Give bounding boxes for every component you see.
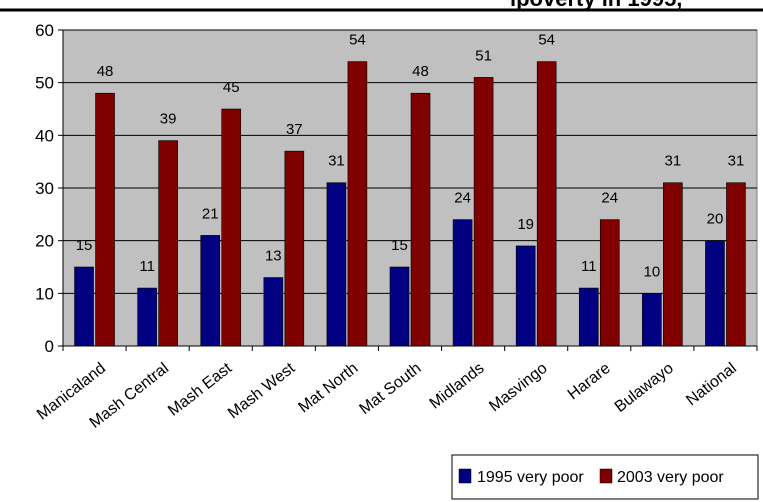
- data-label: 54: [349, 32, 366, 49]
- bar-1995: [326, 182, 347, 347]
- y-tick-label: 10: [35, 284, 54, 303]
- x-axis: [62, 345, 758, 351]
- category-label: Mash East: [165, 359, 235, 419]
- legend: 1995 very poor 2003 very poor: [451, 454, 759, 500]
- y-tick-label: 30: [35, 179, 54, 198]
- data-label: 11: [581, 258, 597, 275]
- category-label: National: [683, 360, 740, 410]
- data-label: 39: [160, 111, 177, 128]
- data-label: 15: [76, 237, 93, 254]
- data-label: 24: [601, 190, 618, 207]
- category-label: Masvingo: [486, 360, 551, 416]
- category-label: Mat South: [357, 360, 425, 418]
- bar-1995: [452, 219, 473, 347]
- category-label: Mash West: [225, 359, 299, 422]
- chart-title-fragment: ipoverty in 1995,: [510, 0, 682, 11]
- data-label: 24: [454, 190, 471, 207]
- data-label: 15: [391, 237, 408, 254]
- data-label: 13: [265, 248, 282, 265]
- bar-2003: [284, 150, 305, 347]
- y-tick-label: 60: [35, 21, 54, 40]
- category-label: Midlands: [427, 360, 488, 413]
- legend-swatch-1995: [458, 468, 472, 484]
- data-labels: 15 11 21 13 31 15 24 19 11 10 20 48 39 45 37 54 48 51 54 24…: [76, 32, 745, 281]
- bar-2003: [599, 219, 620, 347]
- data-label: 54: [538, 32, 555, 49]
- bar-2003: [158, 140, 178, 347]
- bar-1995: [578, 287, 599, 347]
- data-label: 10: [644, 263, 661, 280]
- bar-1995: [263, 277, 284, 347]
- data-label: 31: [328, 153, 345, 170]
- data-label: 51: [475, 47, 492, 64]
- y-axis: 0 10 20 30 40 50 60: [35, 21, 64, 356]
- bar-2003: [536, 61, 557, 347]
- data-label: 48: [412, 63, 429, 80]
- bar-1995: [137, 287, 157, 347]
- bar-2003: [221, 108, 242, 347]
- data-label: 48: [97, 63, 114, 80]
- y-tick-label: 20: [35, 232, 54, 251]
- data-label: 20: [707, 211, 724, 228]
- category-label: Harare: [565, 360, 614, 404]
- bar-1995: [642, 293, 662, 347]
- data-label: 21: [202, 205, 219, 222]
- bars: [74, 61, 746, 347]
- category-label: Bulawayo: [612, 360, 677, 416]
- bar-2003: [95, 92, 115, 347]
- data-label: 11: [139, 258, 155, 275]
- data-label: 31: [665, 153, 682, 170]
- data-label: 31: [728, 153, 745, 170]
- bar-1995: [515, 245, 536, 347]
- bar-1995: [389, 266, 410, 347]
- bar-2003: [347, 61, 368, 347]
- data-label: 19: [517, 216, 534, 233]
- legend-label-2003: 2003 very poor: [617, 469, 724, 486]
- bar-1995: [200, 235, 221, 347]
- data-label: 37: [286, 121, 303, 138]
- bar-2003: [663, 182, 683, 347]
- bar-2003: [473, 77, 494, 347]
- bar-1995: [705, 240, 725, 347]
- y-tick-label: 40: [35, 126, 54, 145]
- legend-swatch-2003: [599, 468, 613, 484]
- y-tick-label: 50: [35, 74, 54, 93]
- grid-lines: [63, 29, 757, 294]
- bar-1995: [74, 266, 94, 347]
- bar-2003: [410, 92, 431, 347]
- category-label: Mat North: [296, 360, 362, 417]
- legend-label-1995: 1995 very poor: [477, 469, 584, 486]
- y-tick-label: 0: [45, 337, 54, 356]
- bar-2003: [726, 182, 746, 347]
- data-label: 45: [223, 79, 240, 96]
